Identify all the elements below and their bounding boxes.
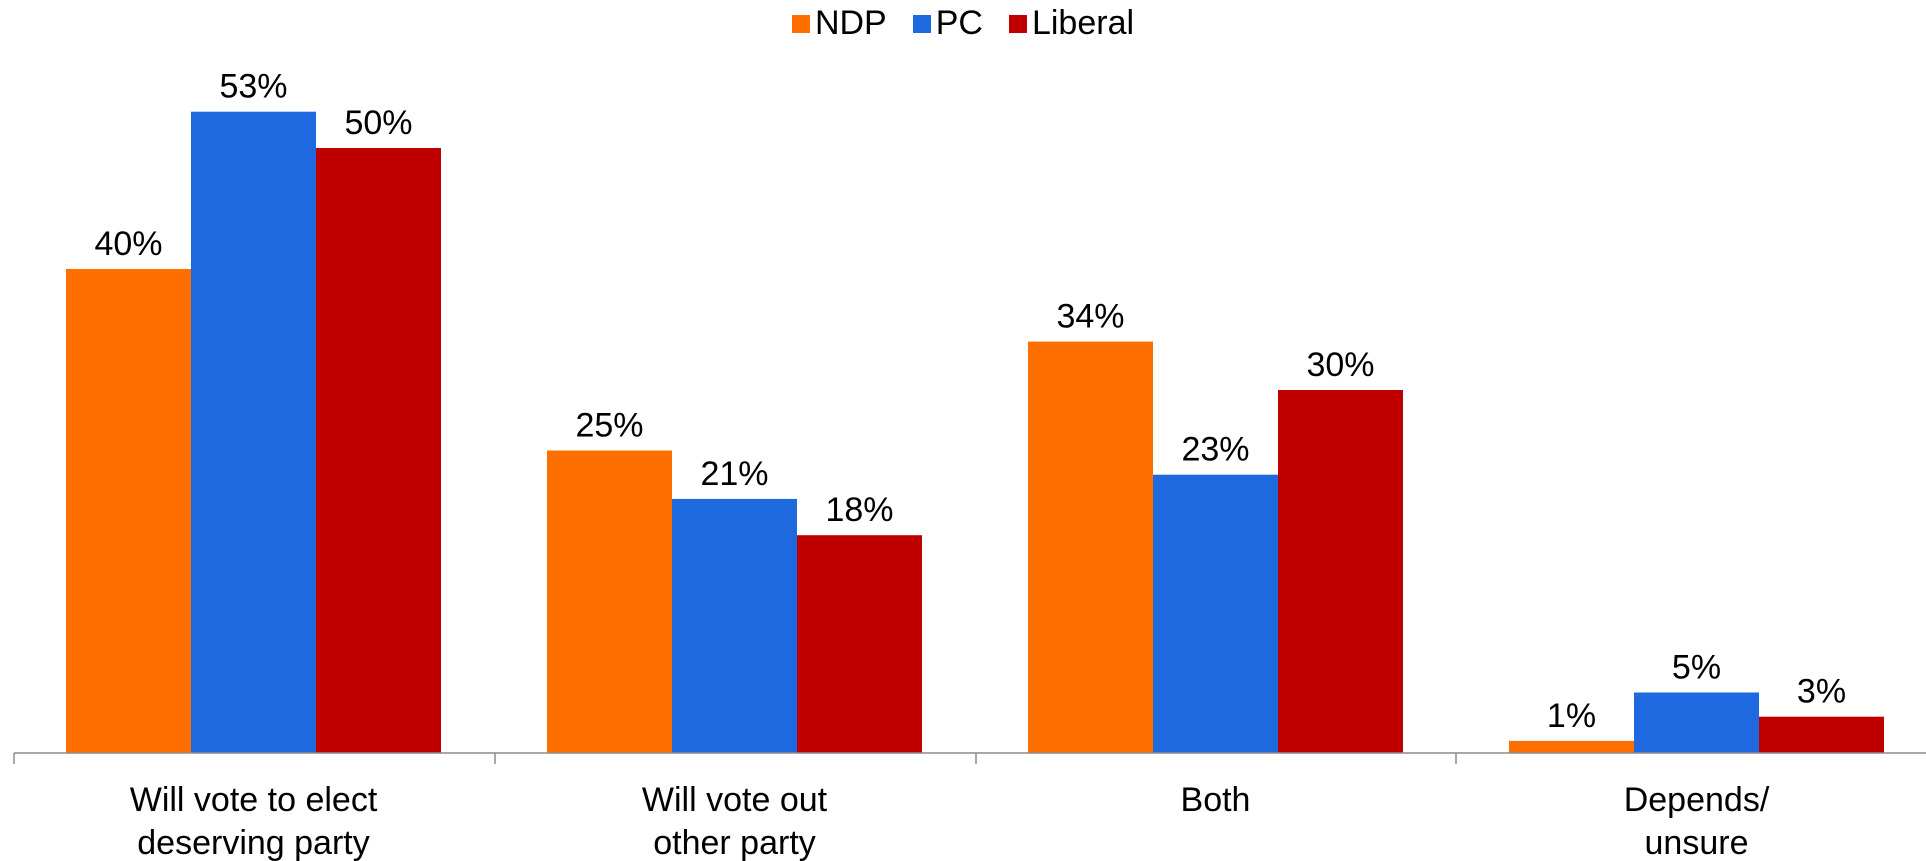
legend-label-liberal: Liberal <box>1031 4 1135 42</box>
bar-pc-2 <box>1153 474 1278 753</box>
data-label-pc-1: 21% <box>700 455 768 493</box>
bar-liberal-0 <box>316 148 441 753</box>
legend-swatch-ndp <box>791 14 810 33</box>
data-label-liberal-0: 50% <box>344 104 412 142</box>
data-label-ndp-3: 1% <box>1547 697 1596 735</box>
data-label-liberal-3: 3% <box>1797 673 1846 711</box>
data-label-liberal-2: 30% <box>1306 346 1374 384</box>
data-label-ndp-0: 40% <box>94 225 162 263</box>
data-label-ndp-2: 34% <box>1056 298 1124 336</box>
legend-label-ndp: NDP <box>814 4 887 42</box>
legend-swatch-liberal <box>1008 14 1027 33</box>
data-label-pc-0: 53% <box>219 68 287 106</box>
category-label-0-line-0: Will vote to elect <box>130 781 378 819</box>
data-label-pc-2: 23% <box>1181 431 1249 469</box>
legend-label-pc: PC <box>935 4 983 42</box>
category-label-2-line-0: Both <box>1181 781 1251 819</box>
bar-pc-1 <box>672 498 797 753</box>
legend: NDP PC Liberal <box>0 4 1926 43</box>
category-label-1-line-1: other party <box>653 824 816 861</box>
category-label-3-line-1: unsure <box>1645 824 1749 861</box>
category-label-3-line-0: Depends/ <box>1624 781 1770 819</box>
data-label-ndp-1: 25% <box>575 407 643 445</box>
bar-ndp-0 <box>66 269 191 753</box>
plot-area: 40% 53% 50% 25% 21% 18% 34% 23% 30% 1% 5% 3% Will vo… <box>13 68 1926 861</box>
bar-ndp-3 <box>1509 740 1634 753</box>
bar-pc-0 <box>191 111 316 753</box>
data-label-pc-3: 5% <box>1672 649 1721 687</box>
legend-swatch-pc <box>912 14 931 33</box>
bar-liberal-2 <box>1278 390 1403 753</box>
category-label-0-line-1: deserving party <box>137 824 369 861</box>
legend-item-pc: PC <box>912 4 983 43</box>
bar-ndp-2 <box>1028 341 1153 753</box>
legend-item-liberal: Liberal <box>1008 4 1135 43</box>
bar-liberal-3 <box>1759 716 1884 753</box>
category-label-1-line-0: Will vote out <box>642 781 828 819</box>
bar-liberal-1 <box>797 535 922 753</box>
data-label-liberal-1: 18% <box>825 491 893 529</box>
bar-ndp-1 <box>547 450 672 753</box>
bar-pc-3 <box>1634 692 1759 753</box>
legend-item-ndp: NDP <box>791 4 887 43</box>
